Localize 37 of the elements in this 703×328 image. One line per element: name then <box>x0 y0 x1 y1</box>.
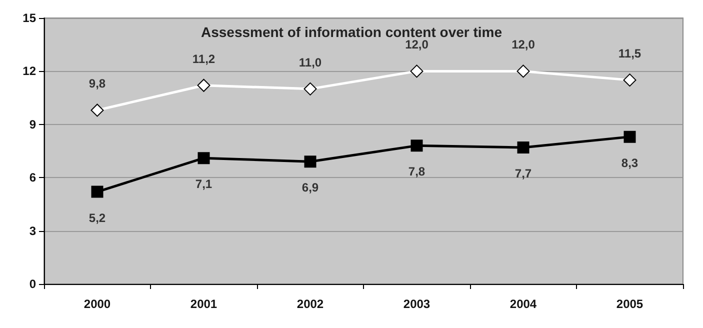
x-tick-label: 2004 <box>510 297 537 311</box>
data-label: 12,0 <box>405 38 429 52</box>
data-label: 5,2 <box>88 210 106 225</box>
chart-title: Assessment of information content over time <box>200 24 502 40</box>
data-label: 6,9 <box>302 180 319 195</box>
data-label: 11,5 <box>618 46 642 61</box>
data-label: 11,2 <box>192 52 216 66</box>
point <box>197 78 210 92</box>
point <box>516 64 530 78</box>
point <box>517 141 530 154</box>
point <box>90 104 104 117</box>
y-tick-label: 3 <box>29 224 36 238</box>
point <box>410 140 423 152</box>
x-tick-label: 2003 <box>403 297 430 311</box>
data-label: 7,8 <box>408 164 426 179</box>
data-label: 7,1 <box>195 177 212 192</box>
point <box>198 152 210 164</box>
point <box>624 130 636 143</box>
point <box>304 82 317 96</box>
data-label: 7,7 <box>514 166 532 180</box>
x-tick-label: 2005 <box>616 297 644 311</box>
y-tick-label: 9 <box>29 117 36 132</box>
y-tick-label: 6 <box>29 170 36 185</box>
data-label: 12,0 <box>512 38 536 52</box>
point <box>91 186 104 198</box>
data-label: 9,8 <box>88 76 106 91</box>
x-tick-label: 2001 <box>190 297 218 311</box>
data-label: 8,3 <box>621 156 638 170</box>
y-tick-label: 12 <box>22 64 36 78</box>
point <box>623 74 636 87</box>
point <box>410 64 424 78</box>
y-tick-label: 0 <box>29 277 36 291</box>
point <box>304 156 316 168</box>
x-tick-label: 2000 <box>84 297 111 311</box>
x-tick-label: 2002 <box>296 297 324 311</box>
y-tick-label: 15 <box>22 11 36 25</box>
data-label: 11,0 <box>298 55 322 70</box>
